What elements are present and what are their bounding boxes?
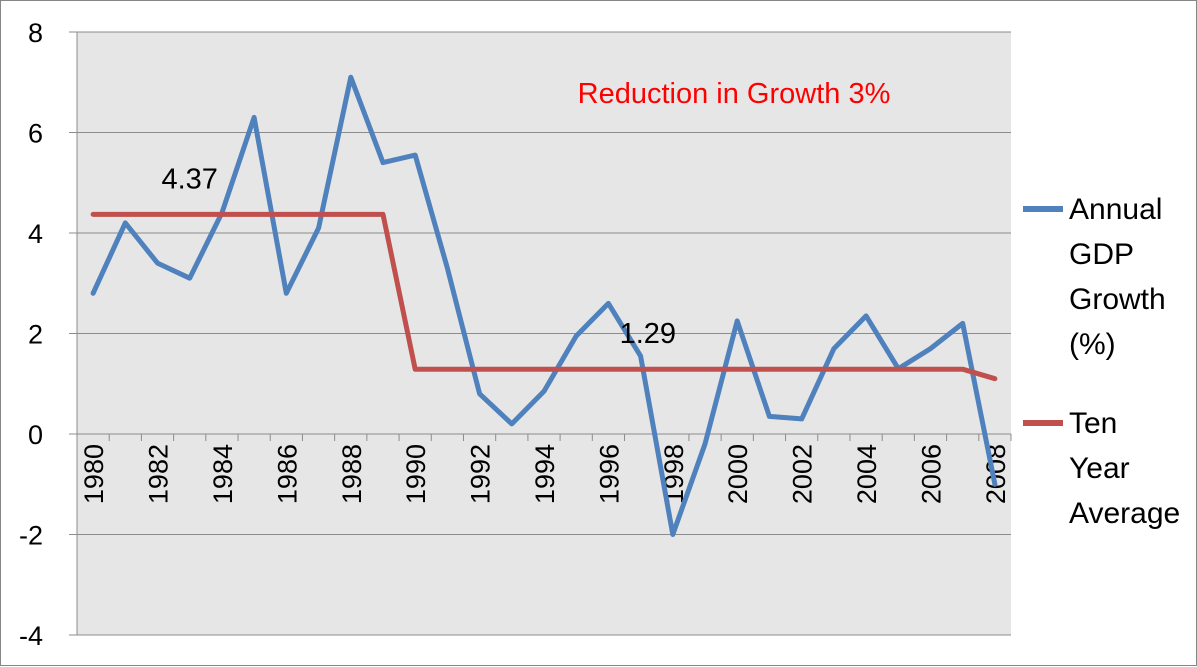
chart-title: Reduction in Growth 3% [578, 78, 891, 110]
x-tick-label: 1994 [530, 444, 560, 504]
gridlines [69, 31, 1012, 636]
y-tick-label: 4 [28, 219, 43, 249]
legend-label: (%) [1069, 328, 1116, 361]
y-tick-label: 0 [28, 420, 43, 450]
legend-label: Average [1069, 497, 1180, 530]
x-tick-label: 2006 [916, 444, 946, 504]
x-tick-label: 1992 [466, 444, 496, 504]
y-tick-label: 6 [28, 119, 43, 149]
legend-label: GDP [1069, 238, 1134, 271]
x-axis-tick-labels: 1980 1982 1984 1986 1988 1990 1992 1994 1996 1998… [79, 444, 1011, 504]
legend-label: Annual [1069, 193, 1162, 226]
y-tick-label: -2 [19, 521, 43, 551]
series-lines [90, 74, 998, 537]
x-tick-label: 2002 [788, 444, 818, 504]
annotations: 4.37 1.29 [161, 163, 676, 350]
x-tick-label: 1980 [79, 444, 109, 504]
data-annotation: 4.37 [161, 163, 217, 195]
x-tick-label: 1990 [401, 444, 431, 504]
series-line-0 [90, 74, 998, 537]
legend-label: Year [1069, 452, 1130, 485]
legend: Annual GDP Growth (%) Ten Year Average [1023, 193, 1180, 530]
y-tick-label: 8 [28, 18, 43, 48]
x-tick-label: 1988 [337, 444, 367, 504]
x-tick-label: 1984 [208, 444, 238, 504]
legend-label: Growth [1069, 283, 1166, 316]
y-tick-label: 2 [28, 320, 43, 350]
y-tick-label: -4 [19, 621, 43, 651]
x-tick-label: 1982 [144, 444, 174, 504]
y-axis-tick-labels: -4 -2 0 2 4 6 8 [19, 18, 43, 651]
legend-label: Ten [1069, 407, 1117, 440]
x-tick-label: 2004 [852, 444, 882, 504]
x-tick-label: 1986 [272, 444, 302, 504]
x-tick-label: 1996 [594, 444, 624, 504]
series-line-1 [90, 211, 998, 382]
x-tick-label: 2000 [723, 444, 753, 504]
x-tick-label: 2008 [981, 444, 1011, 504]
data-annotation: 1.29 [620, 318, 676, 350]
